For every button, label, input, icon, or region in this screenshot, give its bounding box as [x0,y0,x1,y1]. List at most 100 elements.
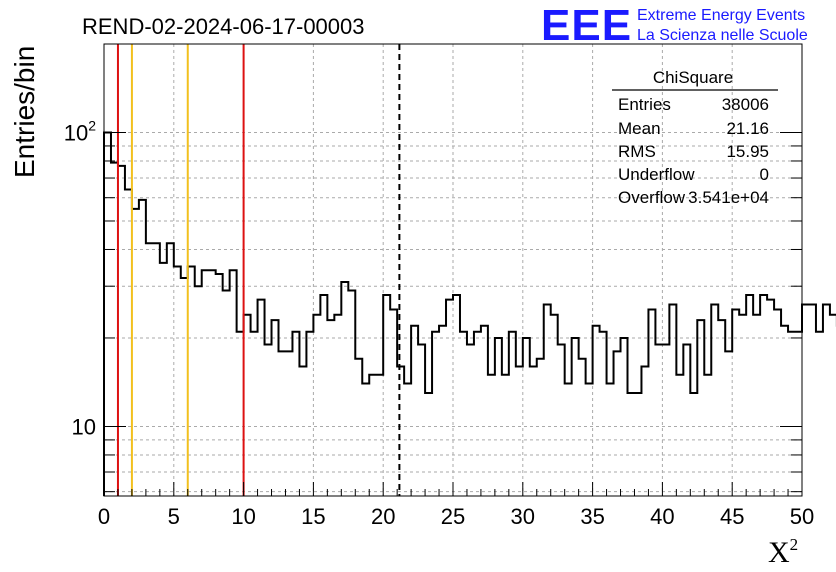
stats-title: ChiSquare [653,68,733,87]
histogram-bin [774,309,781,496]
logo-line2: La Scienza nelle Scuole [637,27,808,44]
histogram-bin [285,351,292,496]
histogram-bin [432,332,439,496]
histogram-bin [586,383,593,496]
histogram-bin [628,393,635,496]
histogram-bin [404,383,411,496]
x-axis-label-sup: 2 [790,535,799,554]
histogram-bin [132,209,139,496]
x-tick-label: 40 [650,504,674,529]
x-tick-label: 50 [790,504,814,529]
stats-box: ChiSquare Entries 38006 Mean 21.16 RMS 1… [612,68,778,207]
histogram-bin [683,345,690,496]
histogram-bin [460,332,467,496]
histogram-bin [348,291,355,496]
histogram-bin [320,295,327,496]
x-tick-label: 5 [168,504,180,529]
histogram-bin [111,163,118,496]
histogram-bin [334,315,341,496]
histogram-bin [648,309,655,496]
histogram-bin [258,300,265,496]
stats-label-entries: Entries [618,95,671,114]
stats-value-underflow: 0 [760,165,769,184]
histogram-bin [558,345,565,496]
histogram-bin [216,274,223,496]
histogram-bin [565,383,572,496]
x-tick-label: 0 [98,504,110,529]
histogram-bin [467,345,474,496]
histogram-bin [760,295,767,496]
histogram-bin [411,326,418,496]
histogram-bin [376,375,383,496]
logo-line1: Extreme Energy Events [637,7,805,24]
x-tick-label: 30 [511,504,535,529]
histogram-bin [202,270,209,496]
histogram-bin [607,383,614,496]
histogram-bin [362,383,369,496]
histogram-bin [279,351,286,496]
histogram-bin [397,366,404,496]
histogram-bin [209,270,216,496]
histogram-bin [614,351,621,496]
histogram-bin [425,393,432,496]
histogram-bin [572,338,579,496]
threshold-lines [116,44,401,496]
histogram-bin [188,267,195,496]
histogram-bin [453,295,460,496]
x-tick-label: 10 [231,504,255,529]
histogram-bin [418,345,425,496]
histogram-bin [223,291,230,496]
eee-logo: EEE [541,1,632,50]
histogram-bin [153,243,160,496]
x-axis-label: X2 [768,535,798,569]
histogram-bin [725,351,732,496]
histogram-bin [327,320,334,496]
histogram-bin [593,326,600,496]
histogram-bin [788,332,795,496]
x-tick-label: 15 [301,504,325,529]
histogram-bin [230,270,237,496]
histogram-bin [746,295,753,496]
histogram-bin [299,366,306,496]
x-tick-label: 25 [441,504,465,529]
stats-label-rms: RMS [618,142,656,161]
histogram-bin [704,375,711,496]
histogram-bin [355,359,362,496]
histogram-bin [767,300,774,496]
histogram-bin [530,366,537,496]
histogram-bin [292,332,299,496]
histogram-bin [369,375,376,496]
histogram-bin [383,295,390,496]
histogram-bin [732,309,739,496]
x-tick-label: 20 [371,504,395,529]
tick-labels: 0 5 10 15 20 25 30 35 40 45 50 10 102 [64,117,815,529]
stats-value-overflow: 3.541e+04 [688,188,769,207]
histogram-bin [313,315,320,496]
stats-value-entries: 38006 [722,95,769,114]
histogram-bin [641,366,648,496]
axes-ticks [103,131,803,496]
histogram-bin [579,359,586,496]
histogram-outline [103,131,836,496]
histogram-bin [634,393,641,496]
stats-label-overflow: Overflow [618,188,686,207]
histogram-bin [823,304,830,496]
histogram-bin [195,286,202,496]
histogram-bin [495,338,502,496]
histogram-bin [662,345,669,496]
stats-label-mean: Mean [618,119,661,138]
x-tick-label: 45 [720,504,744,529]
x-axis-label-base: X [768,536,790,569]
histogram-bin [146,243,153,496]
histogram-bin [446,300,453,496]
histogram-bin [816,332,823,496]
histogram-bin [523,338,530,496]
histogram-bin [167,243,174,496]
histogram-bin [655,345,662,496]
histogram-bin [809,304,816,496]
histogram-bin [174,267,181,496]
histogram-bin [718,320,725,496]
histogram-bin [544,304,551,496]
